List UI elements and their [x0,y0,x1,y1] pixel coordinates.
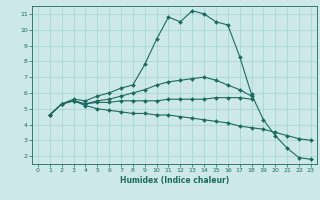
X-axis label: Humidex (Indice chaleur): Humidex (Indice chaleur) [120,176,229,185]
